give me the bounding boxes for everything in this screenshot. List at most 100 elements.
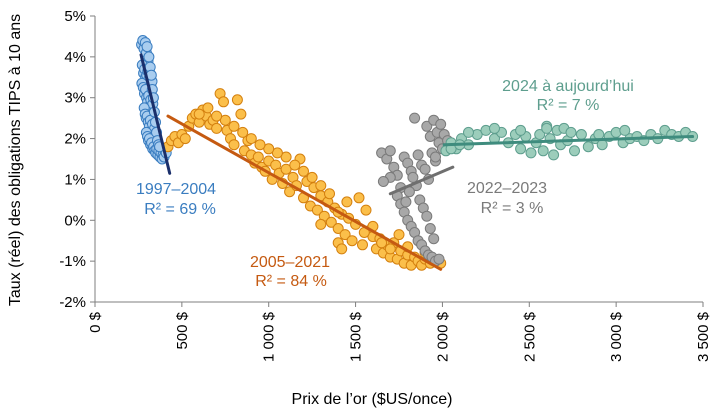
point-2005-2021: [211, 110, 223, 122]
series-layer: [136, 35, 699, 271]
point-2005-2021: [202, 102, 214, 114]
x-tick-label: 3 000 $: [608, 311, 625, 362]
annotation-1997-2004-name: 1997–2004: [136, 181, 216, 198]
point-2022-2023: [412, 149, 424, 161]
point-2024-a-aujourd-hui: [619, 124, 631, 136]
point-2022-2023: [435, 118, 447, 130]
annotation-2005-2021-r2: R² = 84 %: [255, 273, 327, 290]
y-tick-label: 5%: [64, 8, 86, 25]
trendline-2022-2023: [388, 165, 455, 196]
point-2005-2021: [271, 147, 283, 159]
y-tick-label: 2%: [64, 131, 86, 148]
axes-layer: [94, 16, 703, 303]
annotation-2024-r2: R² = 7 %: [537, 97, 600, 114]
point-2005-2021: [360, 204, 372, 216]
point-2024-a-aujourd-hui: [489, 122, 500, 134]
x-tick-label: 0 $: [87, 311, 104, 333]
point-2024-a-aujourd-hui: [515, 124, 527, 136]
point-2024-a-aujourd-hui: [534, 129, 546, 140]
point-2005-2021: [263, 143, 275, 155]
point-2005-2021: [211, 122, 223, 134]
point-2024-a-aujourd-hui: [537, 145, 549, 157]
point-2005-2021: [228, 120, 240, 132]
annotation-2024-name: 2024 à aujourd’hui: [502, 78, 634, 95]
point-2024-a-aujourd-hui: [569, 145, 580, 157]
point-2005-2021: [219, 114, 231, 126]
point-2005-2021: [289, 159, 301, 171]
trendline-2024-a-aujourd-hui: [442, 135, 695, 147]
x-axis-title: Prix de l’or ($US/once): [292, 391, 453, 408]
point-2022-2023: [377, 176, 389, 187]
annotation-1997-2004-r2: R² = 69 %: [144, 201, 216, 218]
y-tick-label: 3%: [64, 90, 86, 107]
point-2024-a-aujourd-hui: [515, 143, 527, 155]
point-2022-2023: [424, 223, 436, 234]
y-tick-label: -2%: [59, 294, 86, 311]
point-1997-2004: [141, 41, 153, 53]
point-2024-a-aujourd-hui: [463, 126, 474, 138]
annotation-2005-2021-name: 2005–2021: [250, 254, 330, 271]
point-2022-2023: [409, 112, 421, 124]
point-2005-2021: [179, 133, 191, 145]
point-2005-2021: [324, 188, 335, 200]
point-2005-2021: [235, 108, 247, 120]
y-tick-label: 1%: [64, 171, 86, 188]
annotation-2022-2023-name: 2022–2023: [467, 180, 547, 197]
point-2005-2021: [311, 204, 323, 216]
point-2005-2021: [193, 108, 205, 120]
point-2024-a-aujourd-hui: [565, 126, 577, 138]
point-2022-2023: [407, 171, 419, 183]
point-2024-a-aujourd-hui: [541, 122, 553, 134]
point-2005-2021: [280, 163, 292, 175]
series-2022-2023: [376, 112, 454, 267]
point-1997-2004: [143, 51, 155, 63]
x-tick-label: 2 500 $: [521, 311, 538, 362]
y-tick-label: -1%: [59, 253, 86, 270]
point-2022-2023: [421, 120, 433, 132]
point-2005-2021: [353, 192, 365, 204]
point-2005-2021: [228, 139, 240, 151]
x-tick-label: 2 000 $: [434, 311, 451, 362]
point-2005-2021: [218, 96, 229, 108]
annotation-2022-2023-r2: R² = 3 %: [481, 200, 544, 217]
point-2005-2021: [357, 239, 368, 251]
point-2005-2021: [332, 223, 344, 234]
point-2024-a-aujourd-hui: [575, 129, 587, 140]
point-2005-2021: [254, 139, 266, 151]
point-2024-a-aujourd-hui: [596, 139, 608, 151]
point-2005-2021: [231, 94, 243, 106]
point-2005-2021: [346, 235, 358, 247]
point-2022-2023: [430, 151, 441, 163]
trendline-2005-2021: [166, 114, 443, 271]
series-2005-2021: [162, 88, 447, 271]
trendline-1997-2004: [139, 53, 172, 175]
x-tick-label: 3 500 $: [695, 311, 712, 362]
point-2024-a-aujourd-hui: [582, 141, 594, 153]
point-2005-2021: [325, 216, 337, 228]
point-2005-2021: [252, 151, 264, 163]
point-2005-2021: [341, 196, 353, 208]
trend-layer: [139, 53, 695, 271]
point-2022-2023: [384, 145, 396, 157]
point-2005-2021: [237, 126, 249, 138]
point-2022-2023: [421, 210, 433, 222]
point-2005-2021: [315, 218, 327, 230]
x-tick-label: 500 $: [174, 311, 191, 349]
point-2005-2021: [393, 229, 405, 241]
point-2022-2023: [428, 233, 440, 245]
point-2005-2021: [280, 151, 292, 163]
y-axis-title: Taux (réel) des obligations TIPS à 10 an…: [7, 14, 24, 306]
point-2005-2021: [245, 133, 257, 145]
point-2005-2021: [336, 243, 348, 255]
point-2005-2021: [306, 171, 318, 183]
y-tick-label: 4%: [64, 49, 86, 66]
point-2022-2023: [400, 196, 412, 208]
point-2024-a-aujourd-hui: [525, 147, 537, 159]
ticks-layer: 5% 4% 3% 2% 1% 0% -1% -2%0 $ 500 $ 1 000 $ 1 500 $…: [59, 8, 712, 362]
point-2005-2021: [298, 165, 309, 177]
x-tick-label: 1 000 $: [261, 311, 278, 362]
point-2024-a-aujourd-hui: [548, 149, 560, 161]
x-tick-label: 1 500 $: [348, 311, 365, 362]
point-2005-2021: [315, 180, 327, 192]
